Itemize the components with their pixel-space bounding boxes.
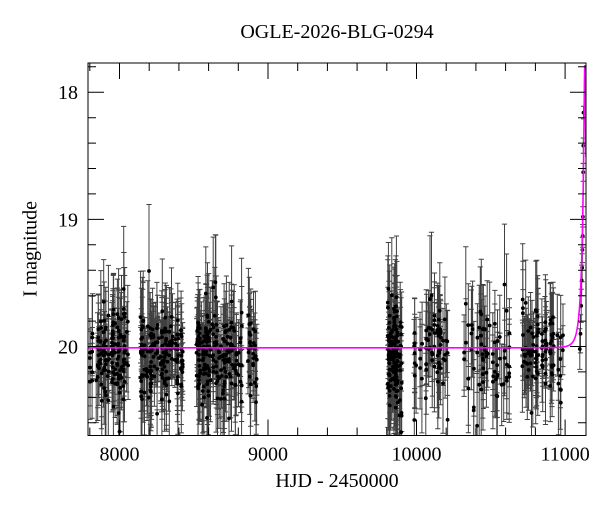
plot-frame [87, 62, 587, 436]
y-axis-label: I magnitude [19, 200, 42, 298]
plot-title: OGLE-2026-BLG-0294 [240, 21, 434, 43]
y-tick-label: 18 [58, 82, 78, 104]
x-tick-label: 11000 [540, 444, 589, 466]
x-tick-label: 9000 [248, 444, 288, 466]
y-tick-label: 20 [58, 337, 78, 359]
model-curve [88, 65, 586, 349]
y-tick-label: 19 [58, 209, 78, 231]
axis-ticks [88, 63, 586, 436]
y-tick-labels: 18 19 20 [58, 82, 78, 358]
x-tick-label: 10000 [392, 444, 442, 466]
error-bars [88, 105, 586, 436]
x-axis-label: HJD - 2450000 [275, 470, 399, 492]
x-tick-label: 8000 [100, 444, 140, 466]
x-tick-labels: 8000 9000 10000 11000 [100, 444, 590, 466]
